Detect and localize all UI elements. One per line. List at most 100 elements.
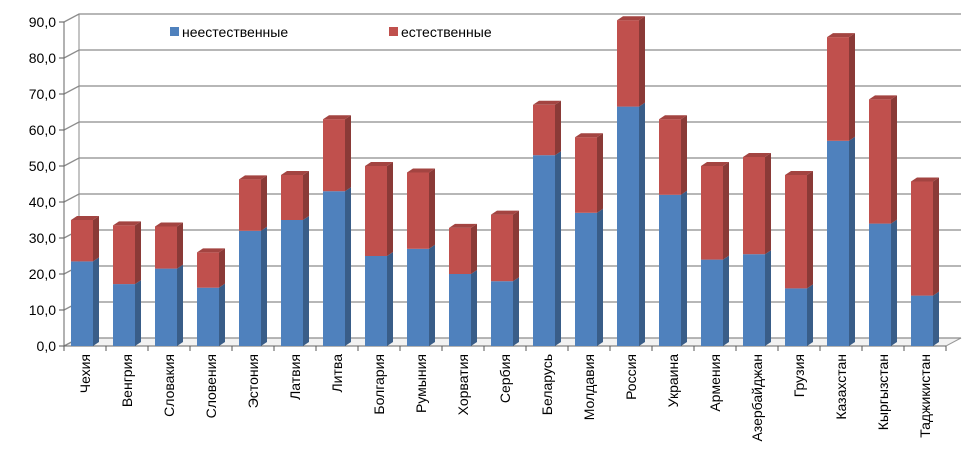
- bar-segment-unnatural: [617, 102, 645, 346]
- gridline: [63, 13, 961, 23]
- y-tick-label: 90,0: [29, 14, 56, 30]
- bar-side: [93, 257, 99, 346]
- bar-segment-natural: [113, 221, 141, 285]
- bar-front: [659, 119, 681, 195]
- bar-front: [575, 137, 597, 213]
- bar-segment-unnatural: [743, 250, 771, 346]
- x-category-label: Словакия: [161, 354, 177, 417]
- bar-top: [281, 171, 309, 175]
- bar-front: [827, 37, 849, 141]
- bar-front: [911, 295, 933, 346]
- bar-front: [281, 175, 303, 220]
- bar-side: [429, 244, 435, 346]
- bar-side: [597, 133, 603, 213]
- bar-side: [681, 115, 687, 195]
- x-category-label: Латвия: [287, 354, 303, 400]
- bar-segment-natural: [617, 16, 645, 107]
- bar-front: [323, 191, 345, 346]
- bar-segment-unnatural: [827, 136, 855, 346]
- bar-front: [113, 284, 135, 346]
- bar-segment-natural: [533, 100, 561, 156]
- x-category-label: Румыния: [413, 354, 429, 413]
- bar-segment-unnatural: [323, 187, 351, 346]
- y-tick-label: 70,0: [29, 86, 56, 102]
- bar-side: [303, 216, 309, 346]
- bar-front: [365, 166, 387, 256]
- bar-front: [113, 225, 135, 285]
- bar-segment-natural: [155, 222, 183, 269]
- bar-front: [365, 256, 387, 346]
- x-category-label: Чехия: [77, 354, 93, 393]
- bar-side: [807, 171, 813, 289]
- bar-segment-unnatural: [533, 151, 561, 346]
- legend: неестественные естественные: [170, 24, 492, 40]
- bar-front: [869, 99, 891, 224]
- x-category-label: Армения: [707, 354, 723, 412]
- bar-segment-unnatural: [113, 280, 141, 346]
- bar-top: [365, 162, 393, 166]
- bar-segment-unnatural: [281, 216, 309, 346]
- bar-top: [71, 216, 99, 220]
- bar-side: [933, 177, 939, 296]
- bar-top: [617, 16, 645, 21]
- bar-top: [239, 175, 267, 180]
- bar-side: [513, 277, 519, 346]
- bar-side: [177, 222, 183, 269]
- labels-layer: Чехия Венгрия Словакия Словения Эстония Латви…: [77, 354, 933, 442]
- x-category-label: Венгрия: [119, 354, 135, 407]
- bar-front: [407, 172, 429, 249]
- bar-front: [407, 248, 429, 346]
- bar-side: [345, 187, 351, 346]
- bar-top: [785, 171, 813, 175]
- bar-side: [219, 248, 225, 288]
- bar-segment-natural: [659, 115, 687, 195]
- bar-segment-natural: [449, 223, 477, 274]
- bar-front: [155, 268, 177, 346]
- bar-segment-natural: [869, 95, 897, 224]
- axis-layer: 0,0 10,0 20,0 30,0 40,0 50,0 60,0 70,0 80,0 90,0: [29, 14, 947, 354]
- bar-front: [911, 181, 933, 296]
- bar-front: [239, 230, 261, 346]
- bar-top: [869, 95, 897, 100]
- bar-segment-natural: [575, 133, 603, 213]
- bar-segment-natural: [281, 171, 309, 220]
- y-tick-label: 30,0: [29, 230, 56, 246]
- bar-front: [743, 157, 765, 255]
- bar-front: [323, 119, 345, 192]
- x-category-label: Казахстан: [833, 354, 849, 420]
- bar-side: [891, 95, 897, 224]
- bar-segment-unnatural: [365, 252, 393, 346]
- bar-segment-unnatural: [659, 190, 687, 346]
- x-category-label: Молдавия: [581, 354, 597, 420]
- bar-top: [491, 210, 519, 215]
- bar-front: [743, 254, 765, 346]
- bar-front: [491, 214, 513, 282]
- bar-segment-natural: [407, 168, 435, 249]
- bar-segment-natural: [827, 33, 855, 141]
- bar-segment-unnatural: [71, 257, 99, 346]
- bar-side: [387, 252, 393, 346]
- bar-side: [639, 102, 645, 346]
- legend-label-natural: естественные: [401, 24, 492, 40]
- bar-front: [659, 194, 681, 346]
- legend-swatch-natural: [389, 27, 398, 36]
- bar-segment-natural: [239, 175, 267, 231]
- bar-side: [513, 210, 519, 282]
- y-tick-label: 80,0: [29, 50, 56, 66]
- bar-segment-unnatural: [239, 226, 267, 346]
- bar-segment-unnatural: [785, 284, 813, 346]
- bar-front: [827, 140, 849, 346]
- bar-side: [135, 221, 141, 285]
- bar-segment-unnatural: [407, 244, 435, 346]
- bar-front: [533, 155, 555, 346]
- x-category-label: Азербайджан: [749, 354, 765, 442]
- bar-front: [197, 252, 219, 288]
- x-category-label: Грузия: [791, 354, 807, 397]
- x-category-label: Болгария: [371, 354, 387, 415]
- bar-side: [261, 226, 267, 346]
- y-tick-label: 40,0: [29, 194, 56, 210]
- bar-side: [849, 33, 855, 141]
- bar-segment-unnatural: [869, 219, 897, 346]
- bar-top: [575, 133, 603, 138]
- bar-front: [155, 226, 177, 269]
